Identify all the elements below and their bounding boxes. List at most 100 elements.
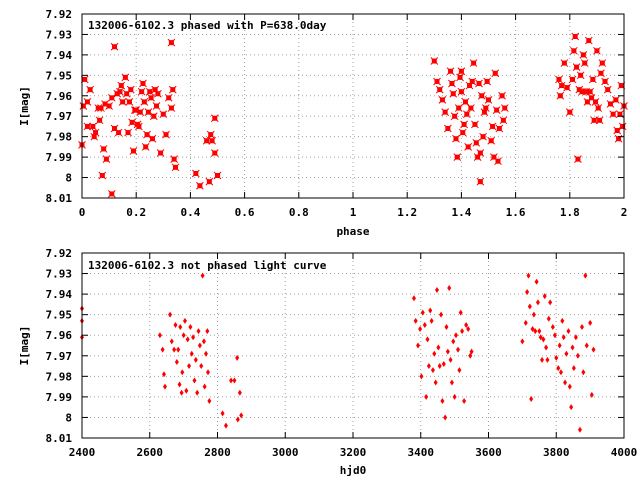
phased-point: [613, 126, 622, 135]
phased-point: [443, 124, 452, 133]
phased-point: [159, 110, 168, 119]
unphased-point: [583, 272, 588, 279]
unphased-point: [184, 387, 189, 394]
phased-point: [126, 85, 135, 94]
unphased-point: [426, 363, 431, 370]
phased-point: [164, 93, 173, 102]
unphased-ytick-label: 7.98: [46, 370, 73, 383]
phased-point: [454, 104, 463, 112]
phased-point: [570, 46, 578, 55]
unphased-point: [530, 326, 535, 333]
unphased-xtick-label: 3600: [475, 446, 502, 459]
unphased-point: [538, 334, 543, 341]
phased-point: [481, 104, 490, 112]
unphased-point: [540, 356, 545, 363]
unphased-point: [545, 356, 550, 363]
unphased-point: [526, 272, 531, 279]
unphased-point: [411, 295, 416, 302]
phased-point: [191, 169, 200, 178]
unphased-point: [439, 311, 444, 318]
phased-point: [479, 132, 487, 141]
unphased-point: [452, 393, 457, 400]
unphased-ylabel: I[mag]: [18, 326, 31, 366]
unphased-point: [189, 350, 194, 357]
unphased-point: [457, 367, 462, 374]
unphased-points: [80, 272, 596, 433]
unphased-point: [191, 334, 196, 341]
unphased-point: [567, 383, 572, 390]
unphased-ytick-label: 7.97: [46, 350, 73, 363]
unphased-ytick-label: 7.96: [46, 329, 73, 342]
phased-point: [95, 116, 104, 125]
phased-point: [584, 36, 593, 45]
unphased-point: [237, 389, 242, 396]
unphased-ytick-label: 7.95: [46, 309, 73, 322]
phased-point: [476, 177, 485, 186]
unphased-panel: 2400 2600 2800 3000 3200 3400 3600 3800 4000 7.92…: [18, 247, 637, 477]
phased-point: [563, 83, 571, 92]
unphased-point: [195, 389, 200, 396]
phased-point: [83, 122, 92, 131]
unphased-point: [561, 334, 566, 341]
phased-point: [450, 112, 459, 121]
phased-point: [586, 87, 594, 96]
phased-point: [145, 87, 154, 96]
phased-point: [477, 91, 486, 100]
unphased-point: [584, 342, 589, 349]
phased-point: [618, 122, 627, 131]
phased-point: [483, 77, 491, 86]
phased-panel: 0 0.2 0.4 0.6 0.8 1 1.2 1.4 1.6 1.8 2 7.92 7.93 7.94 7…: [18, 8, 628, 238]
phased-point: [597, 69, 605, 78]
phased-point: [147, 93, 155, 102]
unphased-point: [464, 321, 469, 328]
unphased-point: [447, 284, 452, 291]
phased-point: [453, 153, 462, 161]
phased-point: [140, 98, 149, 106]
unphased-point: [531, 311, 536, 318]
unphased-xtick-label: 3400: [408, 446, 435, 459]
phased-point: [499, 116, 508, 125]
phased-point: [210, 114, 219, 123]
unphased-point: [187, 363, 192, 370]
unphased-point: [174, 358, 179, 365]
phased-point: [206, 130, 215, 139]
unphased-point: [589, 391, 594, 398]
unphased-ticks: 2400 2600 2800 3000 3200 3400 3600 3800 4000 7.92…: [46, 247, 638, 459]
unphased-xtick-label: 2800: [204, 446, 231, 459]
unphased-point: [535, 299, 540, 306]
unphased-point: [462, 398, 467, 404]
phased-point: [205, 177, 214, 186]
phased-point: [433, 77, 441, 86]
unphased-point: [458, 309, 463, 316]
phased-point: [572, 63, 581, 72]
phased-point: [556, 91, 565, 100]
phased-point: [462, 110, 471, 119]
phased-point: [162, 130, 170, 139]
phased-point: [98, 171, 107, 180]
unphased-point: [548, 299, 553, 306]
unphased-point: [468, 352, 473, 359]
unphased-point: [443, 414, 448, 421]
unphased-point: [581, 369, 586, 376]
phased-xtick-label: 0.2: [126, 206, 146, 219]
unphased-point: [205, 328, 210, 335]
phased-point: [202, 136, 211, 145]
unphased-xtick-label: 4000: [611, 446, 638, 459]
unphased-point: [564, 350, 569, 357]
phased-point: [491, 69, 500, 78]
unphased-point: [537, 328, 542, 335]
phased-point: [105, 102, 113, 110]
phased-point: [591, 98, 600, 106]
unphased-point: [202, 383, 207, 390]
phased-point: [168, 85, 177, 94]
phased-point: [139, 79, 147, 88]
unphased-point: [193, 356, 198, 363]
phased-point: [588, 75, 597, 84]
phased-xtick-label: 1.2: [397, 206, 417, 219]
phased-ytick-label: 7.94: [46, 49, 73, 62]
phased-point: [603, 85, 612, 94]
phased-point: [590, 116, 599, 125]
unphased-point: [413, 317, 418, 324]
unphased-point: [425, 336, 430, 343]
